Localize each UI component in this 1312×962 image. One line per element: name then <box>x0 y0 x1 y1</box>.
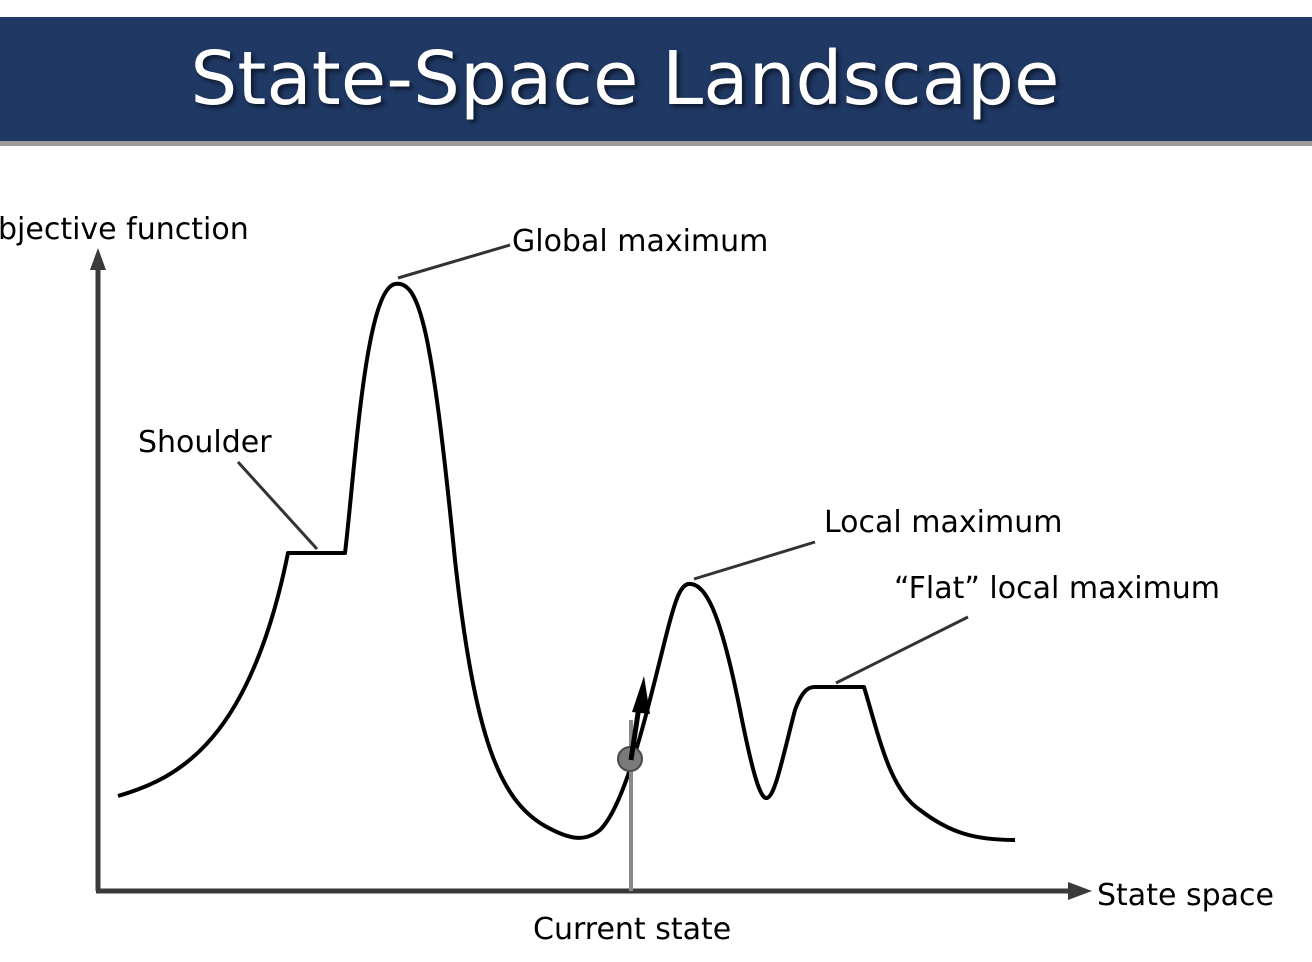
y-axis-label: bjective function <box>0 212 249 247</box>
title-bar <box>0 17 1312 141</box>
global-maximum-leader <box>397 243 511 280</box>
flat-local-maximum-leader <box>835 615 969 685</box>
shoulder-leader <box>236 460 319 551</box>
y-axis-arrowhead <box>90 248 106 270</box>
global-maximum-label: Global maximum <box>512 224 768 259</box>
current-state-label: Current state <box>533 912 731 947</box>
x-axis-arrowhead <box>1068 882 1092 900</box>
slide-title: State-Space Landscape <box>190 36 1060 122</box>
title-divider <box>0 141 1312 146</box>
local-maximum-leader <box>693 540 816 581</box>
local-maximum-label: Local maximum <box>824 505 1062 540</box>
flat-local-maximum-label: “Flat” local maximum <box>894 571 1220 606</box>
objective-curve <box>117 281 1016 842</box>
x-axis-label: State space <box>1097 878 1274 913</box>
shoulder-label: Shoulder <box>138 425 272 460</box>
current-state-arrowhead <box>632 676 650 714</box>
